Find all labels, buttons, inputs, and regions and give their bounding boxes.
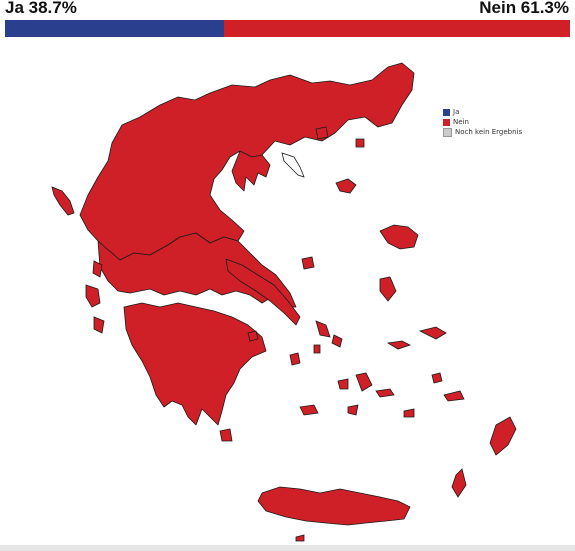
region-halkidiki[interactable] (232, 151, 270, 191)
island-kythira[interactable] (220, 429, 232, 441)
legend-label-no: Nein (453, 118, 469, 126)
yes-result-label: Ja 38.7% (5, 0, 77, 18)
island-lemnos[interactable] (336, 179, 356, 193)
legend-swatch-yes (443, 109, 450, 116)
island-kefalonia[interactable] (86, 285, 100, 307)
island-kos[interactable] (444, 391, 464, 401)
island-ikaria[interactable] (388, 341, 410, 349)
legend-item-yes: Ja (443, 107, 522, 117)
result-bar (5, 20, 570, 37)
yes-bar-segment (5, 20, 224, 37)
island-tinos[interactable] (332, 335, 342, 347)
island-zakynthos[interactable] (94, 317, 104, 333)
island-skyros[interactable] (302, 257, 314, 269)
island-thasos[interactable] (316, 127, 328, 139)
island-kalymnos[interactable] (432, 373, 442, 383)
island-aegina[interactable] (248, 331, 258, 341)
legend-item-no: Nein (443, 117, 522, 127)
island-samos[interactable] (420, 327, 446, 339)
no-bar-segment (224, 20, 570, 37)
no-result-label: Nein 61.3% (479, 0, 569, 18)
island-santorini[interactable] (348, 405, 358, 415)
island-andros[interactable] (316, 321, 330, 337)
island-milos[interactable] (300, 405, 318, 415)
island-astypalaia[interactable] (404, 409, 414, 417)
island-rhodes[interactable] (490, 417, 516, 455)
island-lesvos[interactable] (380, 225, 418, 249)
legend-label-no-result: Noch kein Ergebnis (455, 128, 522, 136)
island-paros[interactable] (338, 379, 348, 389)
legend-swatch-no-result (443, 128, 452, 137)
island-syros[interactable] (314, 345, 320, 353)
region-mount-athos[interactable] (282, 153, 304, 177)
legend-label-yes: Ja (453, 108, 459, 116)
island-kythnos[interactable] (290, 353, 300, 365)
legend-swatch-no (443, 119, 450, 126)
island-chios[interactable] (380, 277, 396, 301)
island-corfu[interactable] (52, 187, 74, 215)
region-peloponnese[interactable] (124, 303, 266, 425)
island-amorgos[interactable] (376, 389, 394, 397)
region-crete[interactable] (258, 487, 410, 525)
island-karpathos[interactable] (452, 469, 466, 497)
legend-item-no-result: Noch kein Ergebnis (443, 127, 522, 137)
island-samothrace[interactable] (356, 139, 364, 147)
bottom-divider (0, 545, 575, 551)
result-header: Ja 38.7% Nein 61.3% (0, 0, 575, 20)
map-legend: Ja Nein Noch kein Ergebnis (443, 107, 522, 137)
island-gavdos[interactable] (296, 535, 304, 541)
island-naxos[interactable] (356, 373, 372, 391)
